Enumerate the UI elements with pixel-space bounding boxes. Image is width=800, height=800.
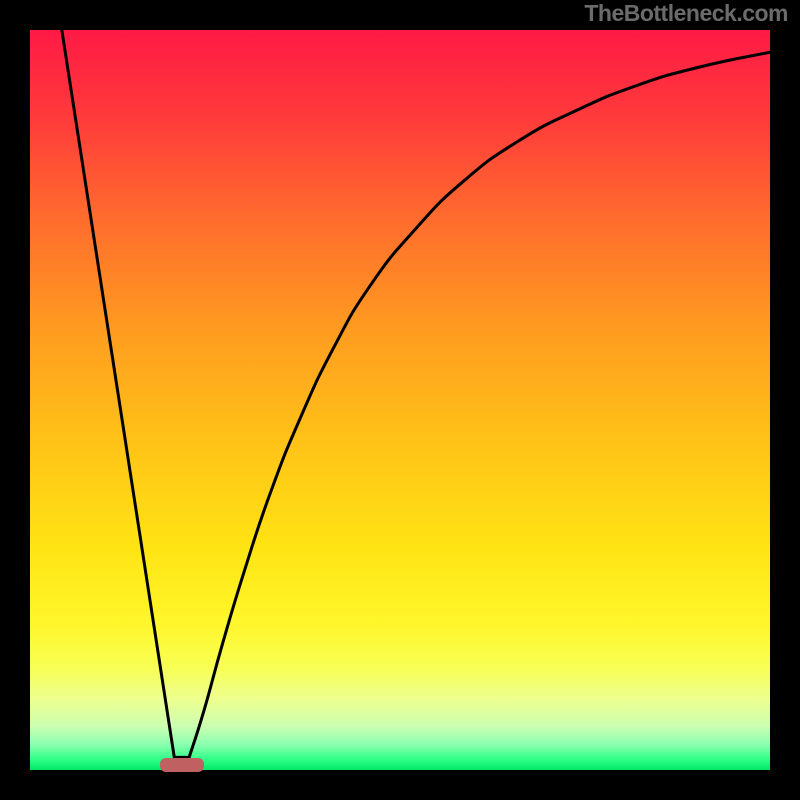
plot-area [30,30,770,770]
watermark-text: TheBottleneck.com [584,0,788,27]
chart-root: TheBottleneck.com [0,0,800,800]
plot-svg [30,30,770,770]
valley-marker [160,758,204,772]
gradient-background [30,30,770,770]
